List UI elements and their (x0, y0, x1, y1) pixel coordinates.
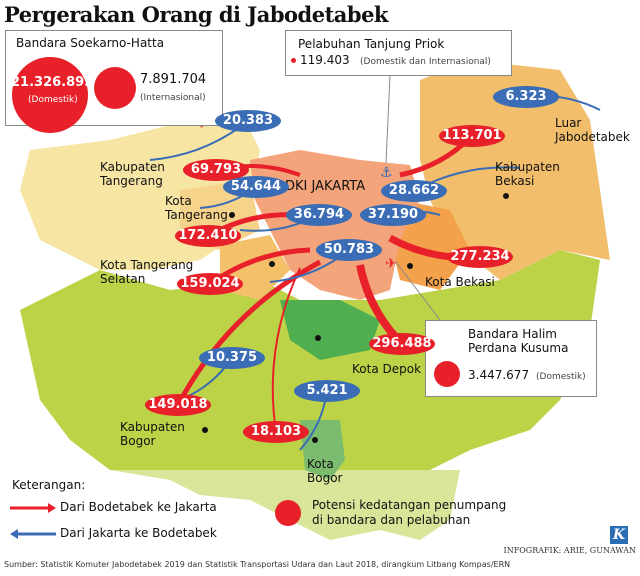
place-line2: Jabodetabek (555, 130, 630, 144)
place-line2: Bekasi (495, 174, 535, 188)
place-line1: DKI JAKARTA (285, 179, 366, 194)
domestic-label: (Domestik) (28, 95, 78, 105)
soekarno-hatta-box: Bandara Soekarno-Hatta 21.326.895 (Domes… (5, 30, 223, 133)
place-line2: Tangerang (100, 174, 163, 188)
region-dki-jakarta (250, 150, 420, 300)
port-leader-line (385, 74, 391, 164)
from-jakarta-value: 5.421 (294, 380, 360, 402)
region-kota-depok (280, 300, 380, 360)
international-value: 7.891.704 (140, 72, 207, 87)
place-label: Kota Bogor (307, 457, 342, 485)
from-jakarta-value: 50.783 (316, 239, 382, 261)
halim-box: Bandara Halim Perdana Kusuma 3.447.677 (… (425, 320, 597, 397)
place-line1: Kabupaten (120, 420, 185, 434)
airport-name: Bandara Soekarno-Hatta (16, 36, 165, 50)
from-jakarta-value: 54.644 (223, 176, 289, 198)
halim-leader-line (395, 261, 441, 321)
city-dot (407, 263, 413, 269)
halim-label: (Domestik) (536, 372, 586, 382)
place-label: Kabupaten Tangerang (100, 160, 165, 188)
city-dot (202, 427, 208, 433)
source-note: Sumber: Statistik Komuter Jabodetabek 20… (4, 560, 511, 569)
region-kabupaten-bekasi (420, 60, 610, 280)
place-line1: Kota Bekasi (425, 275, 495, 289)
airplane-icon: ✈ (385, 256, 397, 272)
from-jakarta-value: 36.794 (286, 204, 352, 226)
city-dot (229, 212, 235, 218)
anchor-icon: ⚓ (380, 165, 393, 181)
from-jakarta-value: 10.375 (199, 347, 265, 369)
place-line2: Bogor (120, 434, 156, 448)
port-label: (Domestik dan Internasional) (360, 57, 491, 67)
legend-red: Dari Bodetabek ke Jakarta (60, 500, 217, 514)
to-jakarta-value: 69.793 (183, 159, 249, 181)
place-label: Luar Jabodetabek (555, 116, 630, 144)
tanjung-priok-box: Pelabuhan Tanjung Priok 119.403 (Domesti… (285, 30, 512, 76)
place-label: Kota Bekasi (425, 275, 495, 289)
to-jakarta-value: 159.024 (177, 273, 243, 295)
legend-arrows (10, 503, 56, 539)
domestic-circle (12, 57, 88, 133)
city-dot (503, 193, 509, 199)
place-line2: Tangerang (165, 208, 228, 222)
port-value: 119.403 (300, 53, 350, 67)
place-label: Kabupaten Bekasi (495, 160, 560, 188)
place-label: Kabupaten Bogor (120, 420, 185, 448)
domestic-value: 21.326.895 (11, 75, 94, 90)
halim-circle (434, 361, 460, 387)
place-line1: Kota (165, 194, 192, 208)
place-line1: Kabupaten (100, 160, 165, 174)
to-jakarta-value: 18.103 (243, 421, 309, 443)
to-jakarta-value: 149.018 (145, 394, 211, 416)
port-dot (291, 58, 296, 63)
place-line1: Kabupaten (495, 160, 560, 174)
halim-value: 3.447.677 (468, 368, 530, 382)
from-jakarta-value: 20.383 (215, 110, 281, 132)
place-line1: Luar (555, 116, 582, 130)
place-label: DKI JAKARTA (285, 180, 365, 194)
infographic-credit: INFOGRAFIK: ARIE, GUNAWAN (503, 546, 636, 555)
legend-circle-2: di bandara dan pelabuhan (312, 513, 471, 527)
flow-arrow (175, 259, 322, 407)
city-dot (312, 437, 318, 443)
legend-title: Keterangan: (12, 478, 86, 492)
place-line1: Kota Tangerang (100, 258, 194, 272)
halim-name-1: Bandara Halim (468, 327, 557, 341)
place-line1: Kota Depok (352, 362, 422, 376)
kompas-logo: K (610, 526, 628, 544)
page-title: Pergerakan Orang di Jabodetabek (4, 2, 388, 27)
place-label: Kota Tangerang (165, 194, 228, 222)
to-jakarta-value: 113.701 (439, 125, 505, 147)
port-name: Pelabuhan Tanjung Priok (298, 37, 445, 51)
place-line2: Selatan (100, 272, 146, 286)
halim-name-2: Perdana Kusuma (468, 341, 569, 355)
legend-circle (275, 500, 301, 526)
place-label: Kota Tangerang Selatan (100, 258, 193, 286)
from-jakarta-value: 37.190 (360, 204, 426, 226)
to-jakarta-value: 296.488 (369, 333, 435, 355)
city-dot (315, 335, 321, 341)
international-circle (94, 67, 136, 109)
place-line1: Kota (307, 457, 334, 471)
flow-arrow (271, 267, 301, 433)
legend-circle-1: Potensi kedatangan penumpang (312, 498, 507, 512)
place-label: Kota Depok (352, 362, 421, 376)
legend-blue: Dari Jakarta ke Bodetabek (60, 526, 217, 540)
to-jakarta-value: 277.234 (447, 246, 513, 268)
international-label: (Internasional) (140, 93, 206, 103)
from-jakarta-value: 28.662 (381, 180, 447, 202)
from-jakarta-value: 6.323 (493, 86, 559, 108)
city-dot (269, 261, 275, 267)
to-jakarta-value: 172.410 (175, 225, 241, 247)
place-line2: Bogor (307, 471, 343, 485)
